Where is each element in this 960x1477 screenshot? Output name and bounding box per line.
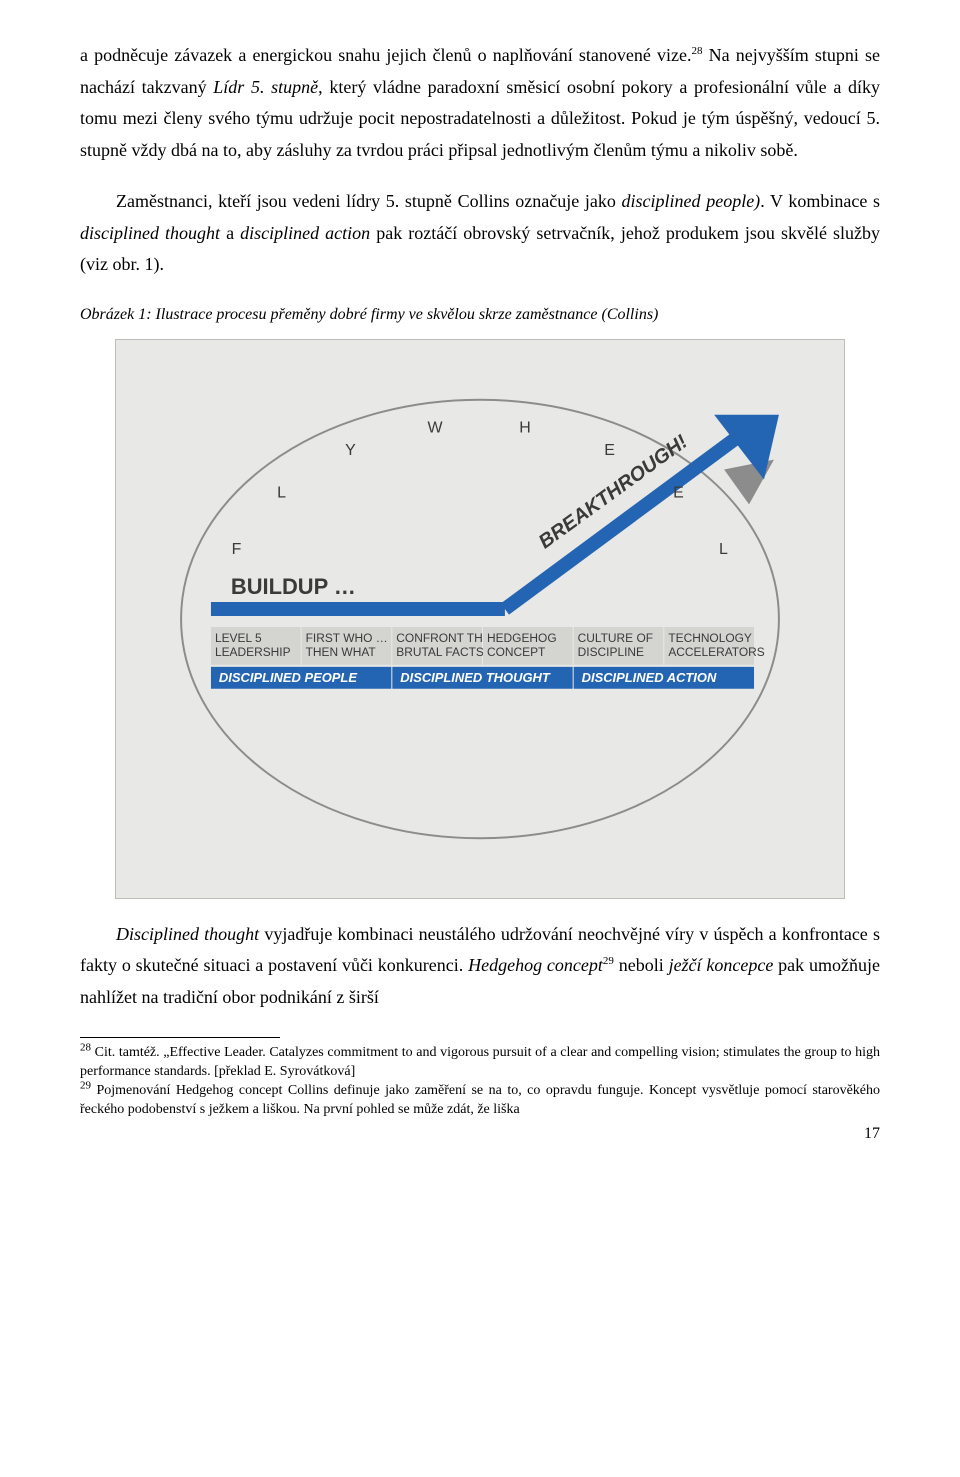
footnotes-block: 28 Cit. tamtéž. „Effective Leader. Catal…	[80, 1044, 880, 1120]
p1-text-a: a podněcuje závazek a energickou snahu j…	[80, 45, 691, 65]
paragraph-3: Disciplined thought vyjadřuje kombinaci …	[80, 919, 880, 1014]
concept-label: CONCEPT	[487, 644, 546, 658]
discipline-label: DISCIPLINED THOUGHT	[400, 669, 551, 684]
p3-text-b: neboli	[614, 955, 669, 975]
concept-label: DISCIPLINE	[578, 644, 644, 658]
flywheel-letter: Y	[345, 442, 356, 459]
footnote-29: 29 Pojmenování Hedgehog concept Collins …	[80, 1082, 880, 1120]
concept-label: CULTURE OF	[578, 630, 653, 644]
figure-flywheel: BUILDUP … BREAKTHROUGH! LEVEL 5LEADERSHI…	[115, 339, 845, 899]
flywheel-letter: L	[719, 541, 728, 558]
footnote-29-num: 29	[80, 1079, 91, 1091]
flywheel-letter: E	[673, 484, 684, 501]
footnote-ref-29: 29	[603, 955, 614, 967]
p2-italic-2: disciplined thought	[80, 223, 220, 243]
p2-italic-1: disciplined people)	[622, 191, 761, 211]
figure-svg: BUILDUP … BREAKTHROUGH! LEVEL 5LEADERSHI…	[116, 340, 844, 898]
footnote-29-text: Pojmenování Hedgehog concept Collins def…	[80, 1083, 880, 1117]
flywheel-letter: E	[604, 442, 615, 459]
flywheel-letter: L	[277, 484, 286, 501]
p2-italic-3: disciplined action	[240, 223, 370, 243]
p2-text-a: Zaměstnanci, kteří jsou vedeni lídry 5. …	[116, 191, 622, 211]
p2-text-b: . V kombinace s	[760, 191, 880, 211]
discipline-label: DISCIPLINED ACTION	[582, 669, 717, 684]
concept-label: BRUTAL FACTS	[396, 644, 484, 658]
discipline-label: DISCIPLINED PEOPLE	[219, 669, 357, 684]
flywheel-letter: F	[232, 541, 242, 558]
footnote-28-num: 28	[80, 1041, 91, 1053]
concept-label: FIRST WHO …	[306, 630, 388, 644]
footnote-28: 28 Cit. tamtéž. „Effective Leader. Catal…	[80, 1044, 880, 1082]
concept-label: LEADERSHIP	[215, 644, 291, 658]
disciplines-row: DISCIPLINED PEOPLE DISCIPLINED THOUGHT DIS…	[211, 666, 754, 688]
concept-label: ACCELERATORS	[668, 644, 764, 658]
flywheel-letter: H	[519, 419, 531, 436]
breakthrough-line	[505, 439, 734, 608]
figure-caption: Obrázek 1: Ilustrace procesu přeměny dob…	[80, 301, 880, 329]
page-number: 17	[864, 1120, 880, 1148]
footnote-28-text: Cit. tamtéž. „Effective Leader. Catalyze…	[80, 1045, 880, 1079]
p3-italic-1: Disciplined thought	[116, 924, 259, 944]
p3-italic-2: Hedgehog concept	[468, 955, 603, 975]
footnote-ref-28: 28	[691, 45, 702, 57]
paragraph-2: Zaměstnanci, kteří jsou vedeni lídry 5. …	[80, 186, 880, 281]
paragraph-1: a podněcuje závazek a energickou snahu j…	[80, 40, 880, 166]
footnote-separator	[80, 1037, 280, 1038]
concept-label: TECHNOLOGY	[668, 630, 752, 644]
concept-label: CONFRONT THE	[396, 630, 490, 644]
concept-label: HEDGEHOG	[487, 630, 557, 644]
concept-label: LEVEL 5	[215, 630, 262, 644]
p3-italic-3: ježčí koncepce	[669, 955, 774, 975]
concept-label: THEN WHAT	[306, 644, 377, 658]
p1-italic: Lídr 5. stupně	[213, 77, 318, 97]
concepts-row: LEVEL 5LEADERSHIP FIRST WHO …THEN WHAT CON…	[211, 626, 765, 664]
buildup-label: BUILDUP …	[231, 574, 356, 599]
p2-text-c: a	[220, 223, 240, 243]
flywheel-letter: W	[427, 419, 442, 436]
